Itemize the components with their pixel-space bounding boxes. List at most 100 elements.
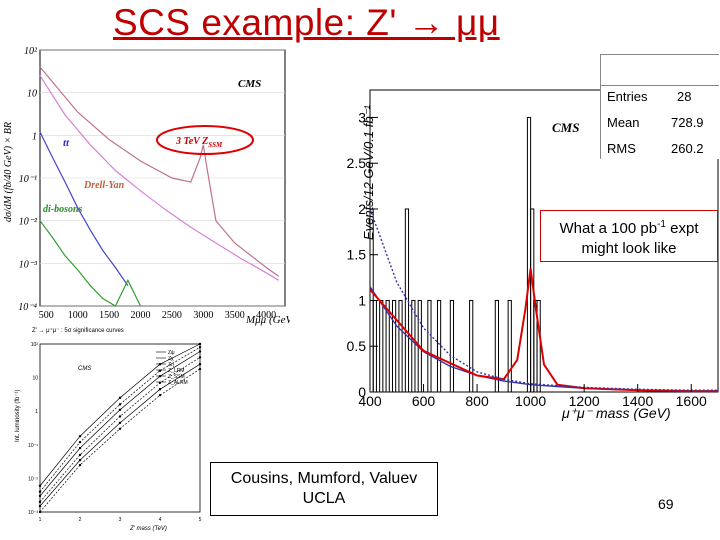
inset-y-tick-label: 10² [31,342,39,348]
left-series-line [39,131,129,286]
inset-x-ticks: 1 2 3 4 5 [39,517,202,523]
left-plot-svg: CMS 3 TeV ZSSM tt Drell-Yan di-bosons 10… [0,42,296,326]
inset-legend-label: Z_ALRM [168,380,188,386]
inset-point [38,510,42,514]
inset-point [198,363,202,366]
histogram-bin [507,299,512,393]
stats-entries-value: 28 [677,89,692,104]
left-x-tick-label: 3500 [225,310,245,321]
inset-point [38,490,42,493]
right-y-ticks: 0 0.5 1 1.5 2 2.5 3 [347,109,378,400]
inset-point [78,453,82,457]
inset-point [118,421,122,425]
left-x-axis-label: Mμμ (GeV) [245,314,290,326]
inset-point [118,427,122,430]
inset-cms-label: CMS [78,366,91,372]
left-x-tick-label: 4000 [256,310,276,321]
inset-legend-label: Zη [168,362,174,368]
left-x-tick-label: 3000 [193,310,213,321]
inset-y-ticks: 10⁻³ 10⁻² 10⁻¹ 1 10 10² [28,342,38,516]
right-x-tick-label: 1200 [569,393,600,409]
right-y-tick-label: 0 [358,384,366,400]
inset-point [38,504,42,508]
stats-rms-label: RMS [607,141,636,156]
inset-title: Z' → μ⁺μ⁻ : 5σ significance curves [32,327,124,334]
stats-mean-value: 728.9 [671,115,704,130]
left-plot: CMS 3 TeV ZSSM tt Drell-Yan di-bosons 10… [0,42,296,326]
inset-y-tick-label: 10⁻² [28,476,38,482]
stats-entries-label: Entries [607,89,648,104]
left-series-line [39,66,280,277]
histogram-bin [449,299,455,393]
right-y-axis-label: Events/12 GeV/0.1 fb⁻¹ [361,105,376,240]
inset-point [118,403,122,406]
inset-point [78,463,82,467]
left-y-tick-label: 1 [32,131,37,142]
left-y-tick-label: 10 [27,89,37,100]
histogram-bin [391,299,397,393]
stats-box: Entries 28 Mean 728.9 RMS 260.2 [600,54,719,159]
inset-legend-label: Z_LRM [168,368,184,374]
inset-x-tick-label: 4 [159,517,162,523]
left-x-tick-label: 2000 [131,310,151,321]
inset-x-tick-label: 2 [79,517,82,523]
left-y-tick-label: 10⁻⁴ [18,302,37,313]
inset-point [118,396,122,400]
left-cms-label: CMS [238,78,261,90]
inset-legend-label: Z_SSM [168,374,185,380]
right-y-tick-label: 3 [358,109,366,125]
inset-point [118,408,122,412]
stats-header [601,55,719,86]
left-y-tick-label: 10⁻¹ [19,174,37,185]
inset-y-axis-label: Int. luminosity (fb⁻¹) [15,389,21,442]
stats-mean-label: Mean [607,115,640,130]
signal-highlight-ellipse [156,125,254,155]
inset-point [198,356,202,359]
right-y-tick-label: 1 [358,292,366,308]
inset-point [78,435,82,438]
inset-point [158,393,162,397]
right-y-tick-label: 1.5 [347,247,367,263]
signal-label: 3 TeV ZSSM [175,136,223,149]
inset-x-tick-label: 3 [119,517,122,523]
inset-x-tick-label: 1 [39,517,42,523]
callout-line1: What a 100 pb-1 expt [559,219,699,237]
inset-curve [39,346,201,493]
fit-curve [369,208,718,391]
fit-curve [369,268,718,393]
left-plot-lines [39,66,280,307]
histogram-bin [469,299,474,393]
left-plot-grid [40,49,285,307]
inset-point [78,446,82,450]
inset-y-tick-label: 10⁻¹ [28,443,38,449]
inset-plot-svg: Z' → μ⁺μ⁻ : 5σ significance curves CMS Z… [10,322,202,532]
inset-point [118,415,122,418]
right-cms-label: CMS [552,120,579,135]
credit-affiliation: UCLA [302,490,346,507]
credit-names: Cousins, Mumford, Valuev [230,470,418,487]
right-x-axis-label: μ⁺μ⁻ mass (GeV) [561,405,671,421]
callout-line2: might look like [581,240,677,257]
inset-legend-label: Zψ [168,350,175,356]
right-x-tick-label: 1600 [676,393,707,409]
inset-x-axis-label: Z' mass (TeV) [129,526,167,532]
inset-y-tick-label: 10⁻³ [28,510,38,516]
right-fit-curves [369,208,718,393]
inset-point [78,458,82,462]
inset-point [158,388,162,391]
left-y-axis-label: dσ/dM (fb/40 GeV) × BR [3,122,14,222]
left-y-tick-label: 10² [24,46,38,57]
credit-box: Cousins, Mumford, Valuev UCLA [210,462,438,516]
inset-point [38,484,42,488]
right-y-tick-label: 0.5 [347,338,367,354]
left-x-tick-label: 500 [39,310,54,321]
left-x-ticks: 500 1000 1500 2000 2500 3000 3500 4000 [39,310,276,321]
inset-lines [38,342,202,514]
right-y-tick-label: 2.5 [347,155,367,171]
diboson-label: di-bosons [43,204,83,215]
stats-rms-value: 260.2 [671,141,704,156]
histogram-bin [411,299,416,393]
right-x-tick-label: 800 [465,393,489,409]
inset-x-tick-label: 5 [199,517,202,523]
